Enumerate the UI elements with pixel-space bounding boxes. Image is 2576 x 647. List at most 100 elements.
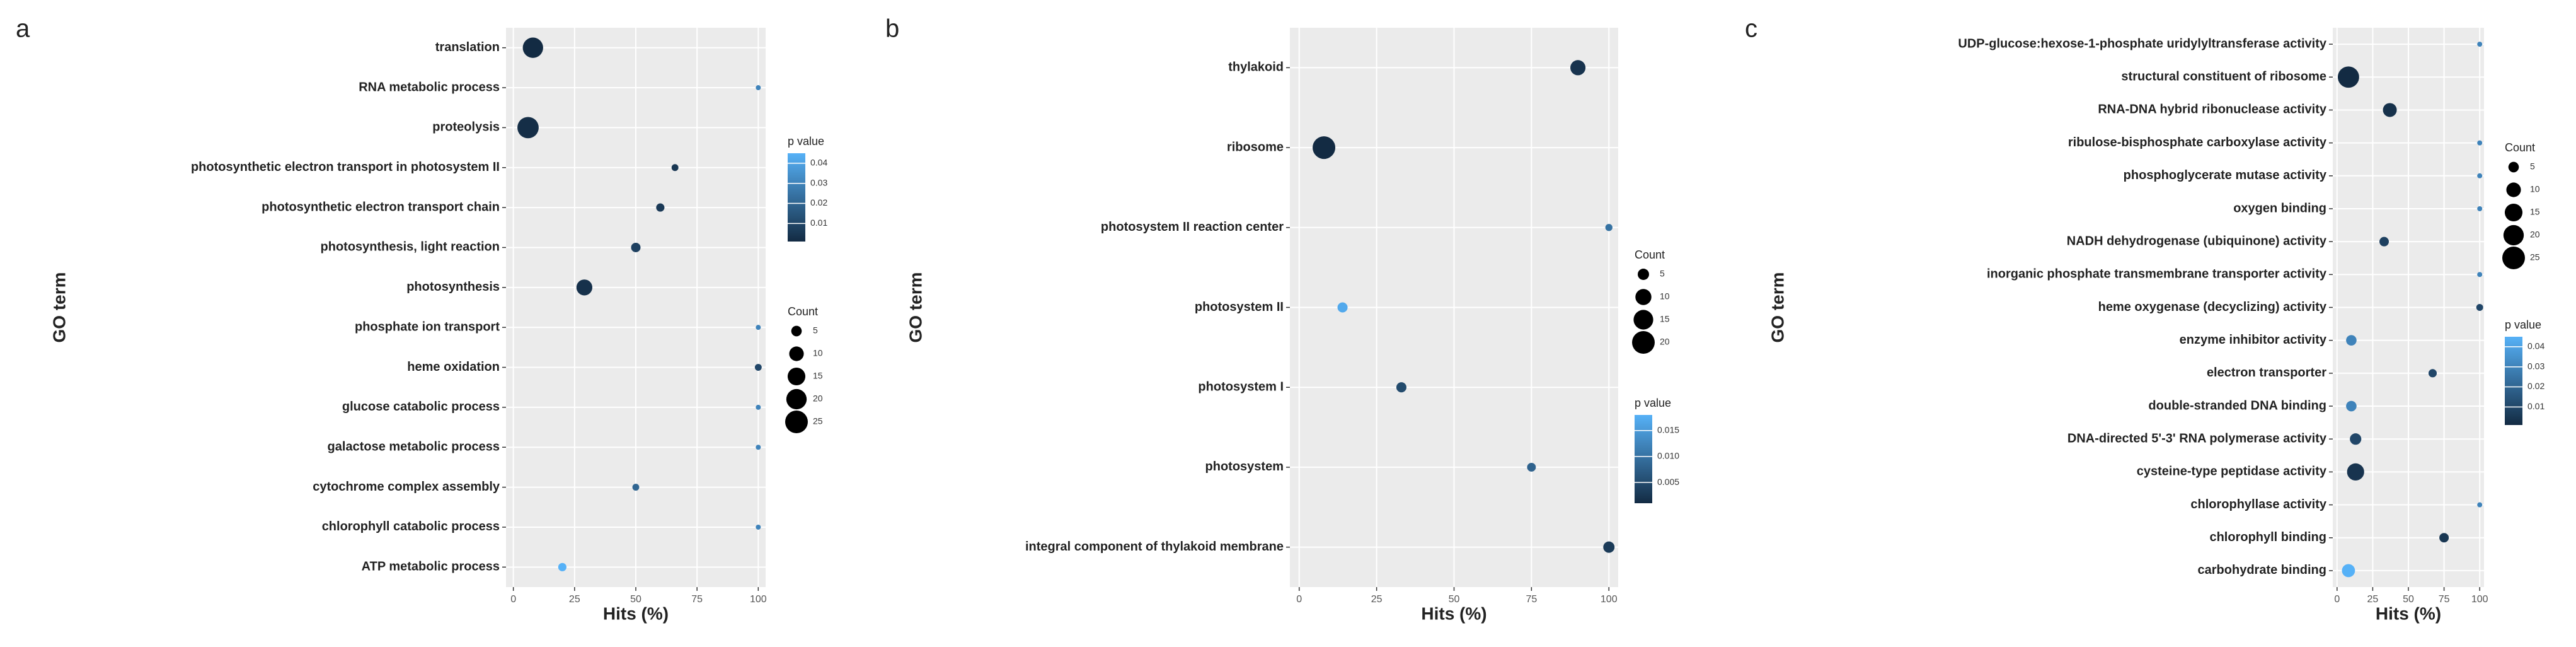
x-tick-label: 75	[691, 594, 703, 605]
size-tick-label: 5	[2530, 161, 2535, 172]
color-bar	[1635, 415, 1652, 503]
x-tick-label: 50	[1449, 594, 1460, 605]
y-tick-label: integral component of thylakoid membrane	[1025, 540, 1284, 554]
x-tick-label: 50	[630, 594, 641, 605]
size-tick-label: 10	[813, 348, 823, 358]
legend-title: Count	[1635, 248, 1665, 261]
dot	[2379, 236, 2389, 247]
y-tick-label: chlorophyll catabolic process	[322, 520, 500, 533]
x-tick-label: 100	[2471, 594, 2488, 605]
y-tick-label: photosystem I	[1198, 380, 1284, 393]
y-tick-label: RNA-DNA hybrid ribonuclease activity	[2098, 103, 2327, 117]
y-tick-label: photosystem II reaction center	[1101, 220, 1284, 234]
color-tick-label: 0.03	[810, 177, 827, 187]
color-tick-label: 0.04	[2527, 341, 2544, 351]
y-tick-label: heme oxygenase (decyclizing) activity	[2098, 300, 2327, 314]
y-tick-label: DNA-directed 5'-3' RNA polymerase activi…	[2067, 431, 2327, 445]
panel-label: c	[1745, 15, 1757, 43]
color-tick-label: 0.01	[810, 218, 827, 228]
dot	[2383, 103, 2397, 117]
x-tick-label: 100	[1601, 594, 1618, 605]
dot	[522, 37, 543, 58]
size-tick-label: 25	[2530, 252, 2540, 262]
color-tick-label: 0.01	[2527, 401, 2544, 411]
dot	[1570, 60, 1586, 76]
x-tick-label: 100	[750, 594, 767, 605]
x-tick-label: 25	[2367, 594, 2378, 605]
legend-dot	[786, 388, 807, 410]
dot	[671, 164, 679, 172]
y-tick-label: ribosome	[1227, 140, 1284, 154]
size-tick-label: 25	[813, 416, 823, 426]
size-tick-label: 20	[1660, 337, 1670, 347]
dot	[631, 242, 641, 252]
y-tick-label: cytochrome complex assembly	[313, 480, 500, 494]
y-tick-label: heme oxidation	[407, 360, 500, 374]
dot	[656, 203, 665, 212]
legend-dot	[1632, 331, 1655, 354]
legend-title: Count	[788, 305, 818, 318]
legend-dot	[2504, 203, 2523, 222]
legend-title: Count	[2505, 141, 2535, 154]
y-axis-title: GO term	[49, 272, 69, 342]
legend-title: p value	[2505, 318, 2541, 331]
dot	[1313, 136, 1336, 160]
color-tick-label: 0.03	[2527, 361, 2544, 371]
y-tick-label: glucose catabolic process	[342, 400, 500, 414]
y-tick-label: cysteine-type peptidase activity	[2137, 465, 2327, 479]
size-tick-label: 5	[1660, 269, 1665, 279]
y-tick-label: galactose metabolic process	[328, 440, 500, 454]
color-tick-label: 0.015	[1657, 424, 1679, 434]
dot	[756, 404, 761, 410]
x-tick-label: 50	[2403, 594, 2414, 605]
y-tick-label: UDP-glucose:hexose-1-phosphate uridylylt…	[1958, 37, 2326, 50]
size-tick-label: 5	[813, 325, 818, 335]
size-tick-label: 20	[813, 393, 823, 404]
dot	[2439, 533, 2449, 543]
dot	[2477, 502, 2483, 508]
x-axis-title: Hits (%)	[1421, 603, 1486, 623]
size-tick-label: 10	[1660, 291, 1670, 301]
dot	[632, 484, 640, 491]
dot	[2477, 206, 2483, 211]
dot	[1605, 224, 1613, 231]
dot	[2337, 66, 2359, 88]
legend-dot	[789, 346, 804, 361]
y-tick-label: photosynthesis, light reaction	[321, 240, 500, 254]
legend-title: p value	[1635, 397, 1671, 409]
panel-label: b	[885, 15, 899, 43]
dot	[2477, 272, 2483, 277]
y-tick-label: thylakoid	[1228, 61, 1284, 74]
size-tick-label: 10	[2530, 184, 2540, 194]
y-tick-label: photosynthetic electron transport in pho…	[191, 160, 500, 174]
y-tick-label: enzyme inhibitor activity	[2180, 333, 2327, 347]
dot	[756, 325, 761, 330]
y-tick-label: chlorophyllase activity	[2190, 498, 2327, 511]
dot	[517, 117, 539, 139]
y-tick-label: proteolysis	[432, 120, 500, 134]
dot	[2346, 400, 2357, 412]
dot	[2428, 369, 2437, 378]
legend-dot	[791, 325, 802, 337]
legend-dot	[1633, 310, 1653, 330]
x-tick-label: 0	[510, 594, 516, 605]
dot	[2350, 433, 2362, 445]
y-tick-label: oxygen binding	[2233, 201, 2326, 215]
y-tick-label: photosynthetic electron transport chain	[262, 200, 500, 214]
dot	[2346, 335, 2357, 346]
dot	[1396, 382, 1406, 393]
y-tick-label: chlorophyll binding	[2209, 530, 2326, 544]
y-tick-label: double-stranded DNA binding	[2148, 399, 2326, 412]
x-axis-title: Hits (%)	[2376, 603, 2441, 623]
x-tick-label: 25	[1371, 594, 1383, 605]
dot	[558, 562, 566, 571]
dot	[2477, 42, 2483, 47]
x-tick-label: 0	[2334, 594, 2340, 605]
color-bar	[788, 153, 805, 242]
dot	[756, 445, 761, 450]
dot	[2476, 304, 2483, 311]
legend-dot	[2506, 182, 2521, 197]
dot	[1337, 302, 1348, 313]
panel-label: a	[16, 15, 30, 43]
